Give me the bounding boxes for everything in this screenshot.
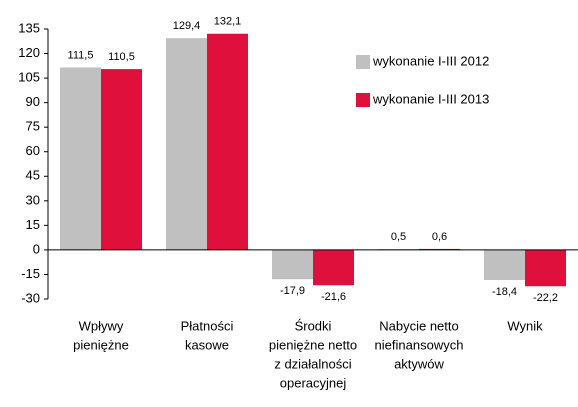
x-tick-label: Środki bbox=[295, 318, 332, 333]
x-tick-label: pieniężne bbox=[73, 337, 129, 352]
value-label: 111,5 bbox=[68, 49, 94, 61]
x-tick-label: operacyjnej bbox=[280, 375, 347, 390]
y-tick-label: 60 bbox=[26, 143, 40, 158]
bar bbox=[484, 249, 525, 281]
y-tick-label: 0 bbox=[33, 241, 40, 256]
value-label: 0,6 bbox=[432, 231, 447, 243]
legend-label: wykonanie I-III 2012 bbox=[372, 53, 489, 68]
y-tick-label: 30 bbox=[26, 192, 40, 207]
x-tick-label: pieniężne netto bbox=[269, 337, 357, 352]
value-label: -17,9 bbox=[280, 285, 305, 297]
x-tick-label: niefinansowych bbox=[375, 337, 464, 352]
x-tick-label: z działalności bbox=[274, 356, 351, 371]
bar bbox=[272, 249, 313, 280]
legend-label: wykonanie I-III 2013 bbox=[372, 91, 489, 106]
y-tick-label: 15 bbox=[26, 217, 40, 232]
legend-swatch bbox=[356, 93, 370, 107]
bar bbox=[313, 249, 354, 286]
y-tick-label: 45 bbox=[26, 168, 40, 183]
y-tick-label: -15 bbox=[21, 266, 40, 281]
x-tick-label: kasowe bbox=[185, 337, 229, 352]
bar bbox=[60, 67, 101, 250]
y-tick-label: 75 bbox=[26, 119, 40, 134]
bar bbox=[207, 33, 248, 250]
y-tick-label: 105 bbox=[18, 70, 40, 85]
value-label: 0,5 bbox=[391, 231, 406, 243]
value-label: -21,6 bbox=[321, 291, 346, 303]
bar bbox=[166, 38, 207, 250]
y-tick-label: 90 bbox=[26, 94, 40, 109]
x-tick-label: Nabycie netto bbox=[379, 318, 459, 333]
bar bbox=[525, 249, 566, 287]
legend-swatch bbox=[356, 55, 370, 69]
x-tick-label: Płatności bbox=[181, 318, 234, 333]
x-tick-label: Wynik bbox=[507, 318, 543, 333]
bar bbox=[101, 69, 142, 250]
value-label: -18,4 bbox=[492, 286, 517, 298]
y-tick-label: -30 bbox=[21, 290, 40, 305]
y-tick-label: 120 bbox=[18, 45, 40, 60]
value-label: 132,1 bbox=[214, 16, 242, 28]
value-label: 110,5 bbox=[108, 51, 135, 63]
x-tick-label: aktywów bbox=[394, 356, 444, 371]
value-label: 129,4 bbox=[173, 20, 201, 32]
x-tick-label: Wpływy bbox=[79, 318, 124, 333]
y-tick-label: 135 bbox=[18, 20, 40, 35]
value-label: -22,2 bbox=[533, 292, 558, 304]
